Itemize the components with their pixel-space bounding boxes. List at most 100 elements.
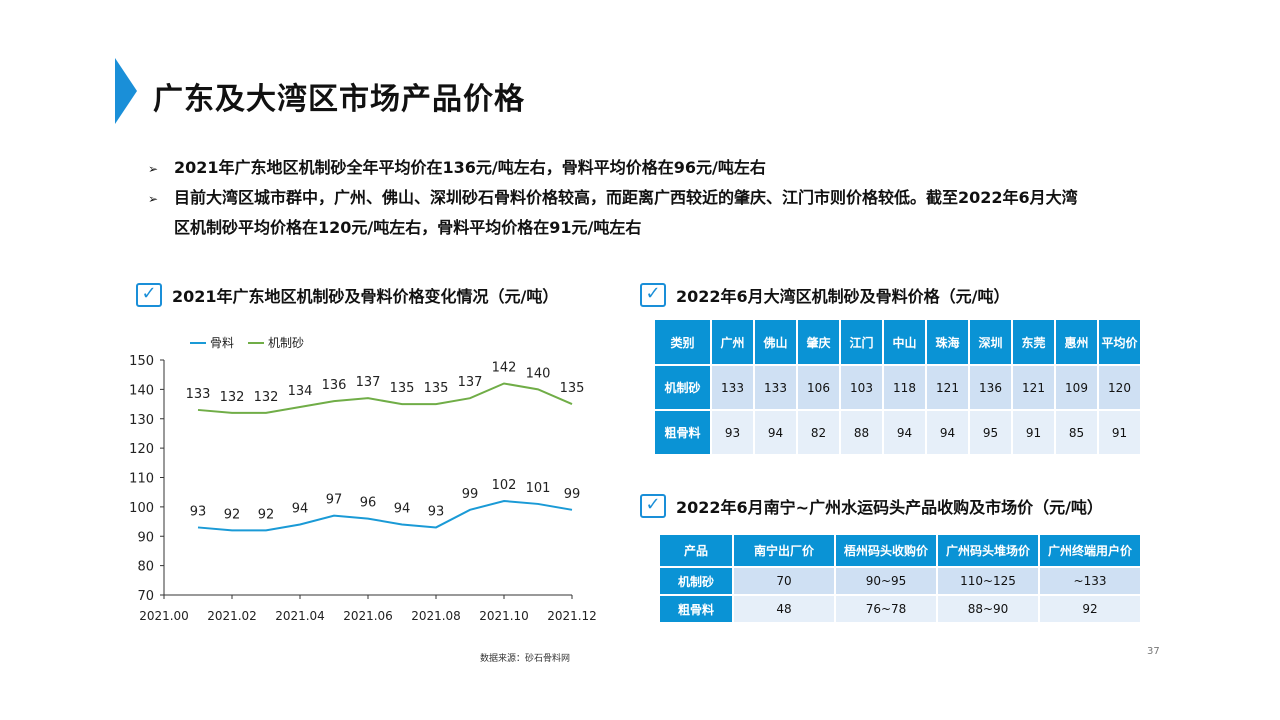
- line-chart: 70 80 90 100 110 120 130 140 150 2021.00 2021.02 20…: [129, 336, 597, 623]
- column-header: 惠州: [1056, 320, 1097, 364]
- page-number: 37: [1147, 646, 1160, 657]
- series-line-aggregate: [197, 499, 573, 532]
- table-cell: 95: [970, 411, 1011, 454]
- y-tick-label: 150: [129, 354, 154, 369]
- bullet-text: 2021年广东地区机制砂全年平均价在136元/吨左右，骨料平均价格在96元/吨左…: [174, 158, 766, 177]
- table-row: 机制砂 133 133 106 103 118 121 136 121 109 120: [655, 366, 1140, 409]
- table-cell: 48: [734, 596, 834, 622]
- column-header: 江门: [841, 320, 882, 364]
- table-row: 机制砂 70 90~95 110~125 ~133: [660, 568, 1140, 594]
- nanning-guangzhou-price-table: 产品 南宁出厂价 梧州码头收购价 广州码头堆场价 广州终端用户价 机制砂 70 90~95 11…: [658, 533, 1142, 624]
- table-cell: 133: [755, 366, 796, 409]
- table-cell: 136: [970, 366, 1011, 409]
- table-cell: 133: [712, 366, 753, 409]
- table-cell: 88: [841, 411, 882, 454]
- x-tick-label: 2021.06: [343, 609, 393, 623]
- column-header: 深圳: [970, 320, 1011, 364]
- table-cell: 109: [1056, 366, 1097, 409]
- table-cell: 76~78: [836, 596, 936, 622]
- y-tick-label: 70: [137, 589, 154, 604]
- data-label: 93: [428, 504, 445, 519]
- data-label: 133: [186, 387, 211, 402]
- data-label: 99: [564, 487, 581, 502]
- bullet-2-cont: 区机制砂平均价格在120元/吨左右，骨料平均价格在91元/吨左右: [174, 218, 642, 237]
- data-label: 135: [424, 381, 449, 396]
- data-source: 数据来源：砂石骨料网: [480, 654, 571, 664]
- row-header: 机制砂: [655, 366, 710, 409]
- table-cell: 91: [1013, 411, 1054, 454]
- table-cell: 118: [884, 366, 925, 409]
- y-tick-label: 100: [129, 501, 154, 516]
- column-header: 肇庆: [798, 320, 839, 364]
- column-header: 平均价: [1099, 320, 1140, 364]
- checkbox-icon: ✓: [136, 283, 162, 307]
- y-tick-label: 130: [129, 413, 154, 428]
- table2-title: 2022年6月南宁~广州水运码头产品收购及市场价（元/吨）: [676, 498, 1103, 517]
- column-header: 佛山: [755, 320, 796, 364]
- legend-label: 骨料: [210, 336, 234, 350]
- table-cell: ~133: [1040, 568, 1140, 594]
- data-label: 135: [560, 381, 585, 396]
- x-tick-label: 2021.08: [411, 609, 461, 623]
- table-cell: 88~90: [938, 596, 1038, 622]
- column-header: 广州码头堆场价: [938, 535, 1038, 566]
- bullet-1: ➢ 2021年广东地区机制砂全年平均价在136元/吨左右，骨料平均价格在96元/吨…: [148, 152, 766, 185]
- bullet-2: ➢ 目前大湾区城市群中，广州、佛山、深圳砂石骨料价格较高，而距离广西较近的肇庆、江…: [148, 182, 1078, 215]
- bullet-text: 目前大湾区城市群中，广州、佛山、深圳砂石骨料价格较高，而距离广西较近的肇庆、江门…: [174, 188, 1078, 207]
- data-label: 94: [292, 502, 309, 517]
- data-label: 132: [220, 390, 245, 405]
- column-header: 广州: [712, 320, 753, 364]
- data-label: 140: [526, 366, 551, 381]
- data-label: 92: [224, 507, 241, 522]
- row-header: 粗骨料: [655, 411, 710, 454]
- checkbox-icon: ✓: [640, 494, 666, 518]
- table-cell: 106: [798, 366, 839, 409]
- table-cell: 92: [1040, 596, 1140, 622]
- data-label: 92: [258, 507, 275, 522]
- column-header: 南宁出厂价: [734, 535, 834, 566]
- data-label: 96: [360, 496, 377, 511]
- bullet-arrow-icon: ➢: [148, 192, 159, 206]
- table-row: 粗骨料 93 94 82 88 94 94 95 91 85 91: [655, 411, 1140, 454]
- x-tick-label: 2021.00: [139, 609, 189, 623]
- y-tick-label: 110: [129, 472, 154, 487]
- x-tick-label: 2021.04: [275, 609, 325, 623]
- column-header: 梧州码头收购价: [836, 535, 936, 566]
- page-title: 广东及大湾区市场产品价格: [153, 82, 525, 117]
- y-tick-label: 80: [137, 560, 154, 575]
- x-tick-label: 2021.12: [547, 609, 597, 623]
- column-header: 产品: [660, 535, 732, 566]
- table2-heading: ✓ 2022年6月南宁~广州水运码头产品收购及市场价（元/吨）: [640, 494, 1103, 518]
- table-cell: 93: [712, 411, 753, 454]
- table-cell: 82: [798, 411, 839, 454]
- y-tick-label: 90: [137, 530, 154, 545]
- data-label: 142: [492, 361, 517, 376]
- table-cell: 70: [734, 568, 834, 594]
- column-header: 珠海: [927, 320, 968, 364]
- data-label: 132: [254, 390, 279, 405]
- table1-heading: ✓ 2022年6月大湾区机制砂及骨料价格（元/吨）: [640, 283, 1010, 307]
- data-label: 102: [492, 478, 517, 493]
- data-label: 137: [458, 375, 483, 390]
- row-header: 机制砂: [660, 568, 732, 594]
- bay-area-price-table: 类别 广州 佛山 肇庆 江门 中山 珠海 深圳 东莞 惠州 平均价 机制砂 133 133 106 103 11…: [653, 318, 1142, 456]
- column-header: 东莞: [1013, 320, 1054, 364]
- chart-heading: ✓ 2021年广东地区机制砂及骨料价格变化情况（元/吨）: [136, 283, 558, 307]
- table-cell: 103: [841, 366, 882, 409]
- table-cell: 94: [884, 411, 925, 454]
- legend-label: 机制砂: [268, 336, 304, 350]
- table-cell: 120: [1099, 366, 1140, 409]
- series-line-sand: [197, 382, 573, 414]
- data-label: 135: [390, 381, 415, 396]
- table-cell: 94: [927, 411, 968, 454]
- data-label: 93: [190, 504, 207, 519]
- column-header: 类别: [655, 320, 710, 364]
- x-tick-label: 2021.02: [207, 609, 257, 623]
- data-label: 136: [322, 378, 347, 393]
- column-header: 广州终端用户价: [1040, 535, 1140, 566]
- y-tick-label: 140: [129, 383, 154, 398]
- data-label: 137: [356, 375, 381, 390]
- bullet-arrow-icon: ➢: [148, 162, 159, 176]
- y-tick-label: 120: [129, 442, 154, 457]
- table-cell: 121: [927, 366, 968, 409]
